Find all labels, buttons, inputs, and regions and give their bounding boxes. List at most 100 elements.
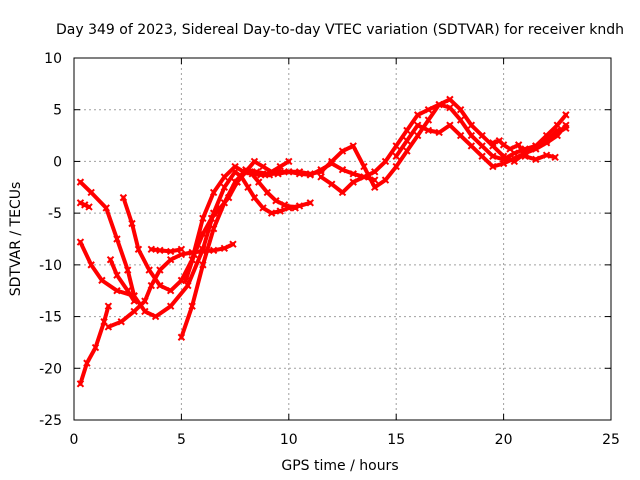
y-tick-label: -25 <box>39 413 62 429</box>
y-tick-label: 0 <box>53 154 62 170</box>
data-point <box>276 207 284 215</box>
data-point <box>553 131 562 140</box>
data-point <box>207 214 216 223</box>
series-track-14 <box>489 137 559 164</box>
data-point <box>381 176 390 184</box>
data-point <box>166 255 175 264</box>
data-point <box>209 224 218 233</box>
data-point <box>199 261 207 269</box>
y-tick-label: -5 <box>48 206 62 222</box>
data-point <box>272 197 280 205</box>
data-point <box>349 142 357 150</box>
data-point <box>91 343 100 352</box>
data-point <box>392 142 400 150</box>
data-point <box>424 106 433 114</box>
data-point <box>489 162 497 171</box>
data-point <box>87 188 95 197</box>
data-point <box>413 111 422 119</box>
data-point <box>285 157 293 166</box>
data-point <box>250 157 259 166</box>
data-point <box>156 266 164 274</box>
y-tick-label: -20 <box>39 361 62 377</box>
grid-lines <box>74 58 611 420</box>
data-point <box>510 154 519 163</box>
data-point <box>521 152 529 160</box>
data-point <box>117 318 125 326</box>
data-point <box>276 162 284 171</box>
plot-frame <box>73 57 612 421</box>
data-point <box>403 126 411 135</box>
data-point <box>371 183 379 191</box>
data-point <box>413 121 422 129</box>
data-point <box>87 261 95 269</box>
data-point <box>229 240 237 248</box>
series-track-2 <box>76 199 93 211</box>
data-point <box>250 193 259 202</box>
data-point <box>424 116 433 124</box>
data-point <box>349 170 357 178</box>
data-point <box>113 235 121 243</box>
data-point <box>147 281 156 290</box>
data-point <box>274 170 282 178</box>
data-point <box>403 137 411 145</box>
data-point <box>413 131 422 140</box>
data-point <box>542 139 551 147</box>
data-point <box>130 297 138 305</box>
data-point <box>188 302 196 310</box>
data-point <box>381 157 390 166</box>
data-point <box>306 170 314 178</box>
data-point <box>499 159 508 168</box>
data-point <box>456 116 465 124</box>
data-point <box>76 199 85 207</box>
data-point <box>233 178 241 186</box>
data-point <box>123 287 132 295</box>
data-point <box>499 152 508 160</box>
chart-title: Day 349 of 2023, Sidereal Day-to-day VTE… <box>56 22 624 38</box>
data-point <box>467 131 476 140</box>
data-point <box>147 245 156 254</box>
data-point <box>177 333 186 341</box>
data-point <box>328 180 336 188</box>
data-point <box>285 168 293 176</box>
data-point <box>76 238 85 246</box>
data-point <box>489 152 497 160</box>
y-axis-label: SDTVAR / TECUs <box>8 182 24 297</box>
data-point <box>209 188 218 197</box>
x-tick-label: 0 <box>70 432 79 448</box>
data-point <box>489 139 497 147</box>
data-point <box>551 153 559 161</box>
data-point <box>392 152 400 160</box>
data-point <box>104 323 113 331</box>
data-point <box>134 245 143 254</box>
data-point <box>252 168 261 176</box>
data-point <box>338 165 347 174</box>
data-point <box>542 151 551 159</box>
x-tick-label: 10 <box>280 432 298 448</box>
data-point <box>106 255 115 264</box>
data-point <box>435 128 443 137</box>
data-point <box>145 266 153 274</box>
data-point <box>177 245 186 254</box>
track-line <box>78 304 111 386</box>
data-point <box>532 145 540 153</box>
data-point <box>267 209 276 217</box>
data-point <box>199 214 207 223</box>
data-point <box>562 111 570 119</box>
x-tick-label: 5 <box>177 432 186 448</box>
data-point <box>295 168 304 176</box>
series-track-4 <box>76 238 138 300</box>
data-point <box>81 201 89 209</box>
data-point <box>231 162 239 171</box>
data-point <box>263 188 272 197</box>
y-tick-label: -10 <box>39 258 62 274</box>
data-point <box>328 157 336 166</box>
series-track-5 <box>106 255 138 305</box>
data-point <box>113 287 121 295</box>
track-line <box>106 242 235 329</box>
track-line <box>149 247 184 254</box>
data-point <box>220 183 229 191</box>
data-point <box>128 219 136 228</box>
data-point <box>181 276 190 285</box>
data-point <box>424 126 433 135</box>
